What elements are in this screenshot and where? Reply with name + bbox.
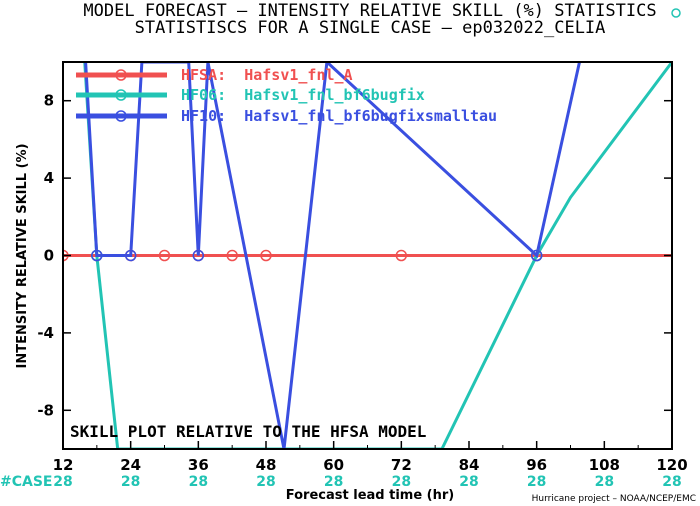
x-tick-label: 72 xyxy=(391,456,412,474)
case-count: 28 xyxy=(53,474,72,490)
legend-marker-hfsa xyxy=(115,69,127,81)
x-tick-label: 24 xyxy=(120,456,141,474)
x-tick-label: 120 xyxy=(656,456,687,474)
x-tick-label: 36 xyxy=(188,456,209,474)
title-ring-icon xyxy=(671,8,681,18)
chart-subtitle: STATISTISCS FOR A SINGLE CASE – ep032022… xyxy=(135,18,606,38)
case-count: 28 xyxy=(392,474,411,490)
data-point-hf10 xyxy=(530,249,543,262)
data-point-hfsa xyxy=(260,249,272,262)
case-count: 28 xyxy=(256,474,275,490)
y-tick-label: 4 xyxy=(44,169,54,187)
credit-text: Hurricane project – NOAA/NCEP/EMC xyxy=(532,494,696,504)
legend-label-hf06: HF06: Hafsv1_fnl_bf6bugfix xyxy=(181,86,425,104)
data-point-hfsa xyxy=(226,249,238,262)
legend-label-hf10: HF10: Hafsv1_fnl_bf6bugfixsmalltau xyxy=(181,107,497,125)
y-tick-label: 0 xyxy=(44,247,54,265)
case-count: 28 xyxy=(189,474,208,490)
case-count: 28 xyxy=(595,474,614,490)
x-tick-label: 12 xyxy=(53,456,74,474)
legend-marker-hf10 xyxy=(115,110,127,122)
case-count: 28 xyxy=(121,474,140,490)
series-line-hf10 xyxy=(84,62,581,449)
case-count: 28 xyxy=(324,474,343,490)
case-count: 28 xyxy=(527,474,546,490)
x-tick-label: 108 xyxy=(589,456,620,474)
x-tick-label: 96 xyxy=(526,456,547,474)
data-point-hfsa xyxy=(158,249,171,262)
skill-annotation: SKILL PLOT RELATIVE TO THE HFSA MODEL xyxy=(70,422,426,441)
y-tick-label: 8 xyxy=(44,92,54,110)
y-axis-label: INTENSITY RELATIVE SKILL (%) xyxy=(15,143,30,368)
x-tick-label: 60 xyxy=(323,456,344,474)
x-tick-label: 48 xyxy=(256,456,277,474)
data-point-hf10 xyxy=(91,249,103,262)
legend-marker-hf06 xyxy=(115,89,127,101)
series-line-hf06 xyxy=(83,62,672,449)
case-count: 28 xyxy=(662,474,681,490)
x-axis-label: Forecast lead time (hr) xyxy=(286,488,454,503)
case-label: #CASE xyxy=(0,474,53,490)
legend-label-hfsa: HFSA: Hafsv1_fnl_A xyxy=(181,66,353,84)
x-tick-label: 84 xyxy=(459,456,480,474)
chart-title: MODEL FORECAST – INTENSITY RELATIVE SKIL… xyxy=(83,1,656,21)
case-count: 28 xyxy=(459,474,478,490)
data-point-hf10 xyxy=(192,249,205,262)
y-tick-label: -8 xyxy=(37,401,54,419)
y-tick-label: -4 xyxy=(37,324,54,342)
data-point-hf10 xyxy=(124,249,137,262)
data-point-hfsa xyxy=(395,249,408,262)
